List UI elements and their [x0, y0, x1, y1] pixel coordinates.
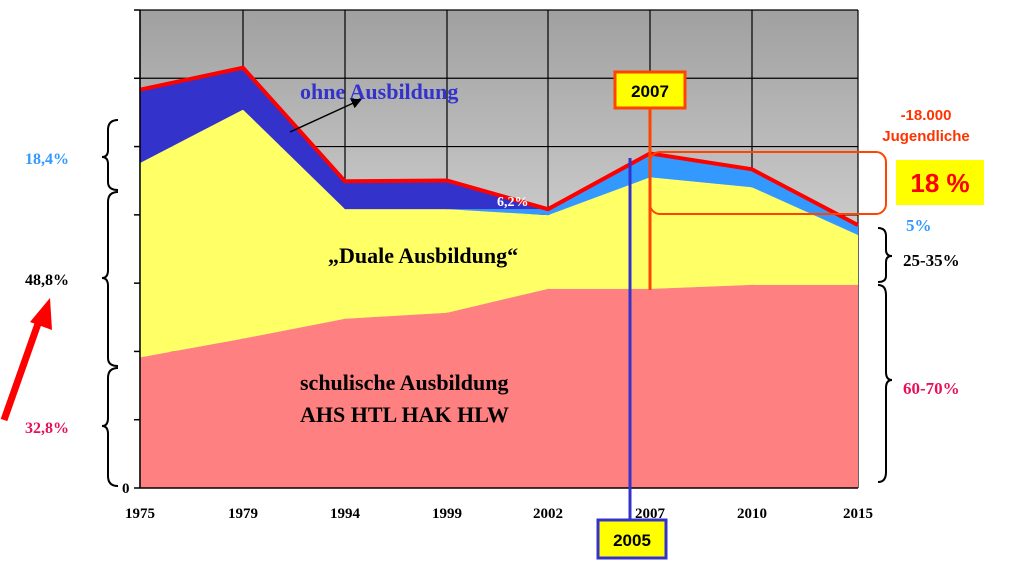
total-outline	[139, 65, 859, 227]
year-box-2005	[596, 518, 668, 560]
left-brace-ohne	[101, 119, 119, 191]
area-series-3	[140, 67, 858, 226]
highlight-box-18	[649, 151, 887, 215]
area-series-0	[140, 284, 858, 488]
area-series	[140, 67, 858, 488]
year-box-2007-label: 2007	[631, 82, 669, 101]
left-label-488: 48,8%	[25, 272, 69, 289]
x-tick-labels: 1975 1979 1994 1999 2002 2007 2010 2015	[125, 506, 873, 522]
label-ohne-ausbildung: ohne Ausbildung	[300, 79, 458, 104]
right-brace-duale	[877, 227, 893, 283]
right-label-5: 5%	[906, 216, 932, 235]
right-label-25-35: 25-35%	[903, 251, 960, 270]
left-brace-schul	[101, 367, 119, 487]
y-tick-label-zero: 0	[122, 481, 130, 497]
growth-arrow-shaft	[0, 316, 44, 422]
x-tick-label-2007: 2007	[635, 506, 666, 522]
right-label-60-70: 60-70%	[903, 379, 960, 398]
year-box-2005-label: 2005	[613, 531, 651, 550]
x-tick-label-1994: 1994	[330, 506, 361, 522]
right-brace-schul	[877, 284, 893, 483]
left-label-184: 18,4%	[25, 151, 69, 168]
x-tick-label-1979: 1979	[228, 506, 258, 522]
big-18-box	[896, 160, 984, 205]
jugendliche-line1: -18.000	[901, 107, 952, 124]
x-tick-label-2010: 2010	[737, 506, 767, 522]
x-tick-label-1975: 1975	[125, 506, 155, 522]
arrow-ohne-ausbildung	[289, 98, 362, 133]
left-label-328: 32,8%	[25, 420, 69, 437]
x-tick-label-2015: 2015	[843, 506, 873, 522]
left-brace-duale	[101, 191, 119, 367]
label-six-two: 6,2%	[497, 195, 529, 210]
y-ticks	[134, 9, 140, 489]
x-tick-label-1999: 1999	[432, 506, 462, 522]
jugendliche-line2: Jugendliche	[882, 128, 970, 145]
area-series-1	[140, 109, 858, 358]
label-schulische-line1: schulische Ausbildung	[300, 370, 508, 395]
area-series-2	[140, 109, 858, 236]
year-box-2007	[613, 70, 687, 110]
x-tick-label-2002: 2002	[533, 506, 563, 522]
growth-arrow-head	[30, 298, 52, 330]
label-schulische-line2: AHS HTL HAK HLW	[300, 402, 509, 427]
label-duale-ausbildung: „Duale Ausbildung“	[328, 243, 518, 268]
big-18-label: 18 %	[910, 168, 969, 198]
